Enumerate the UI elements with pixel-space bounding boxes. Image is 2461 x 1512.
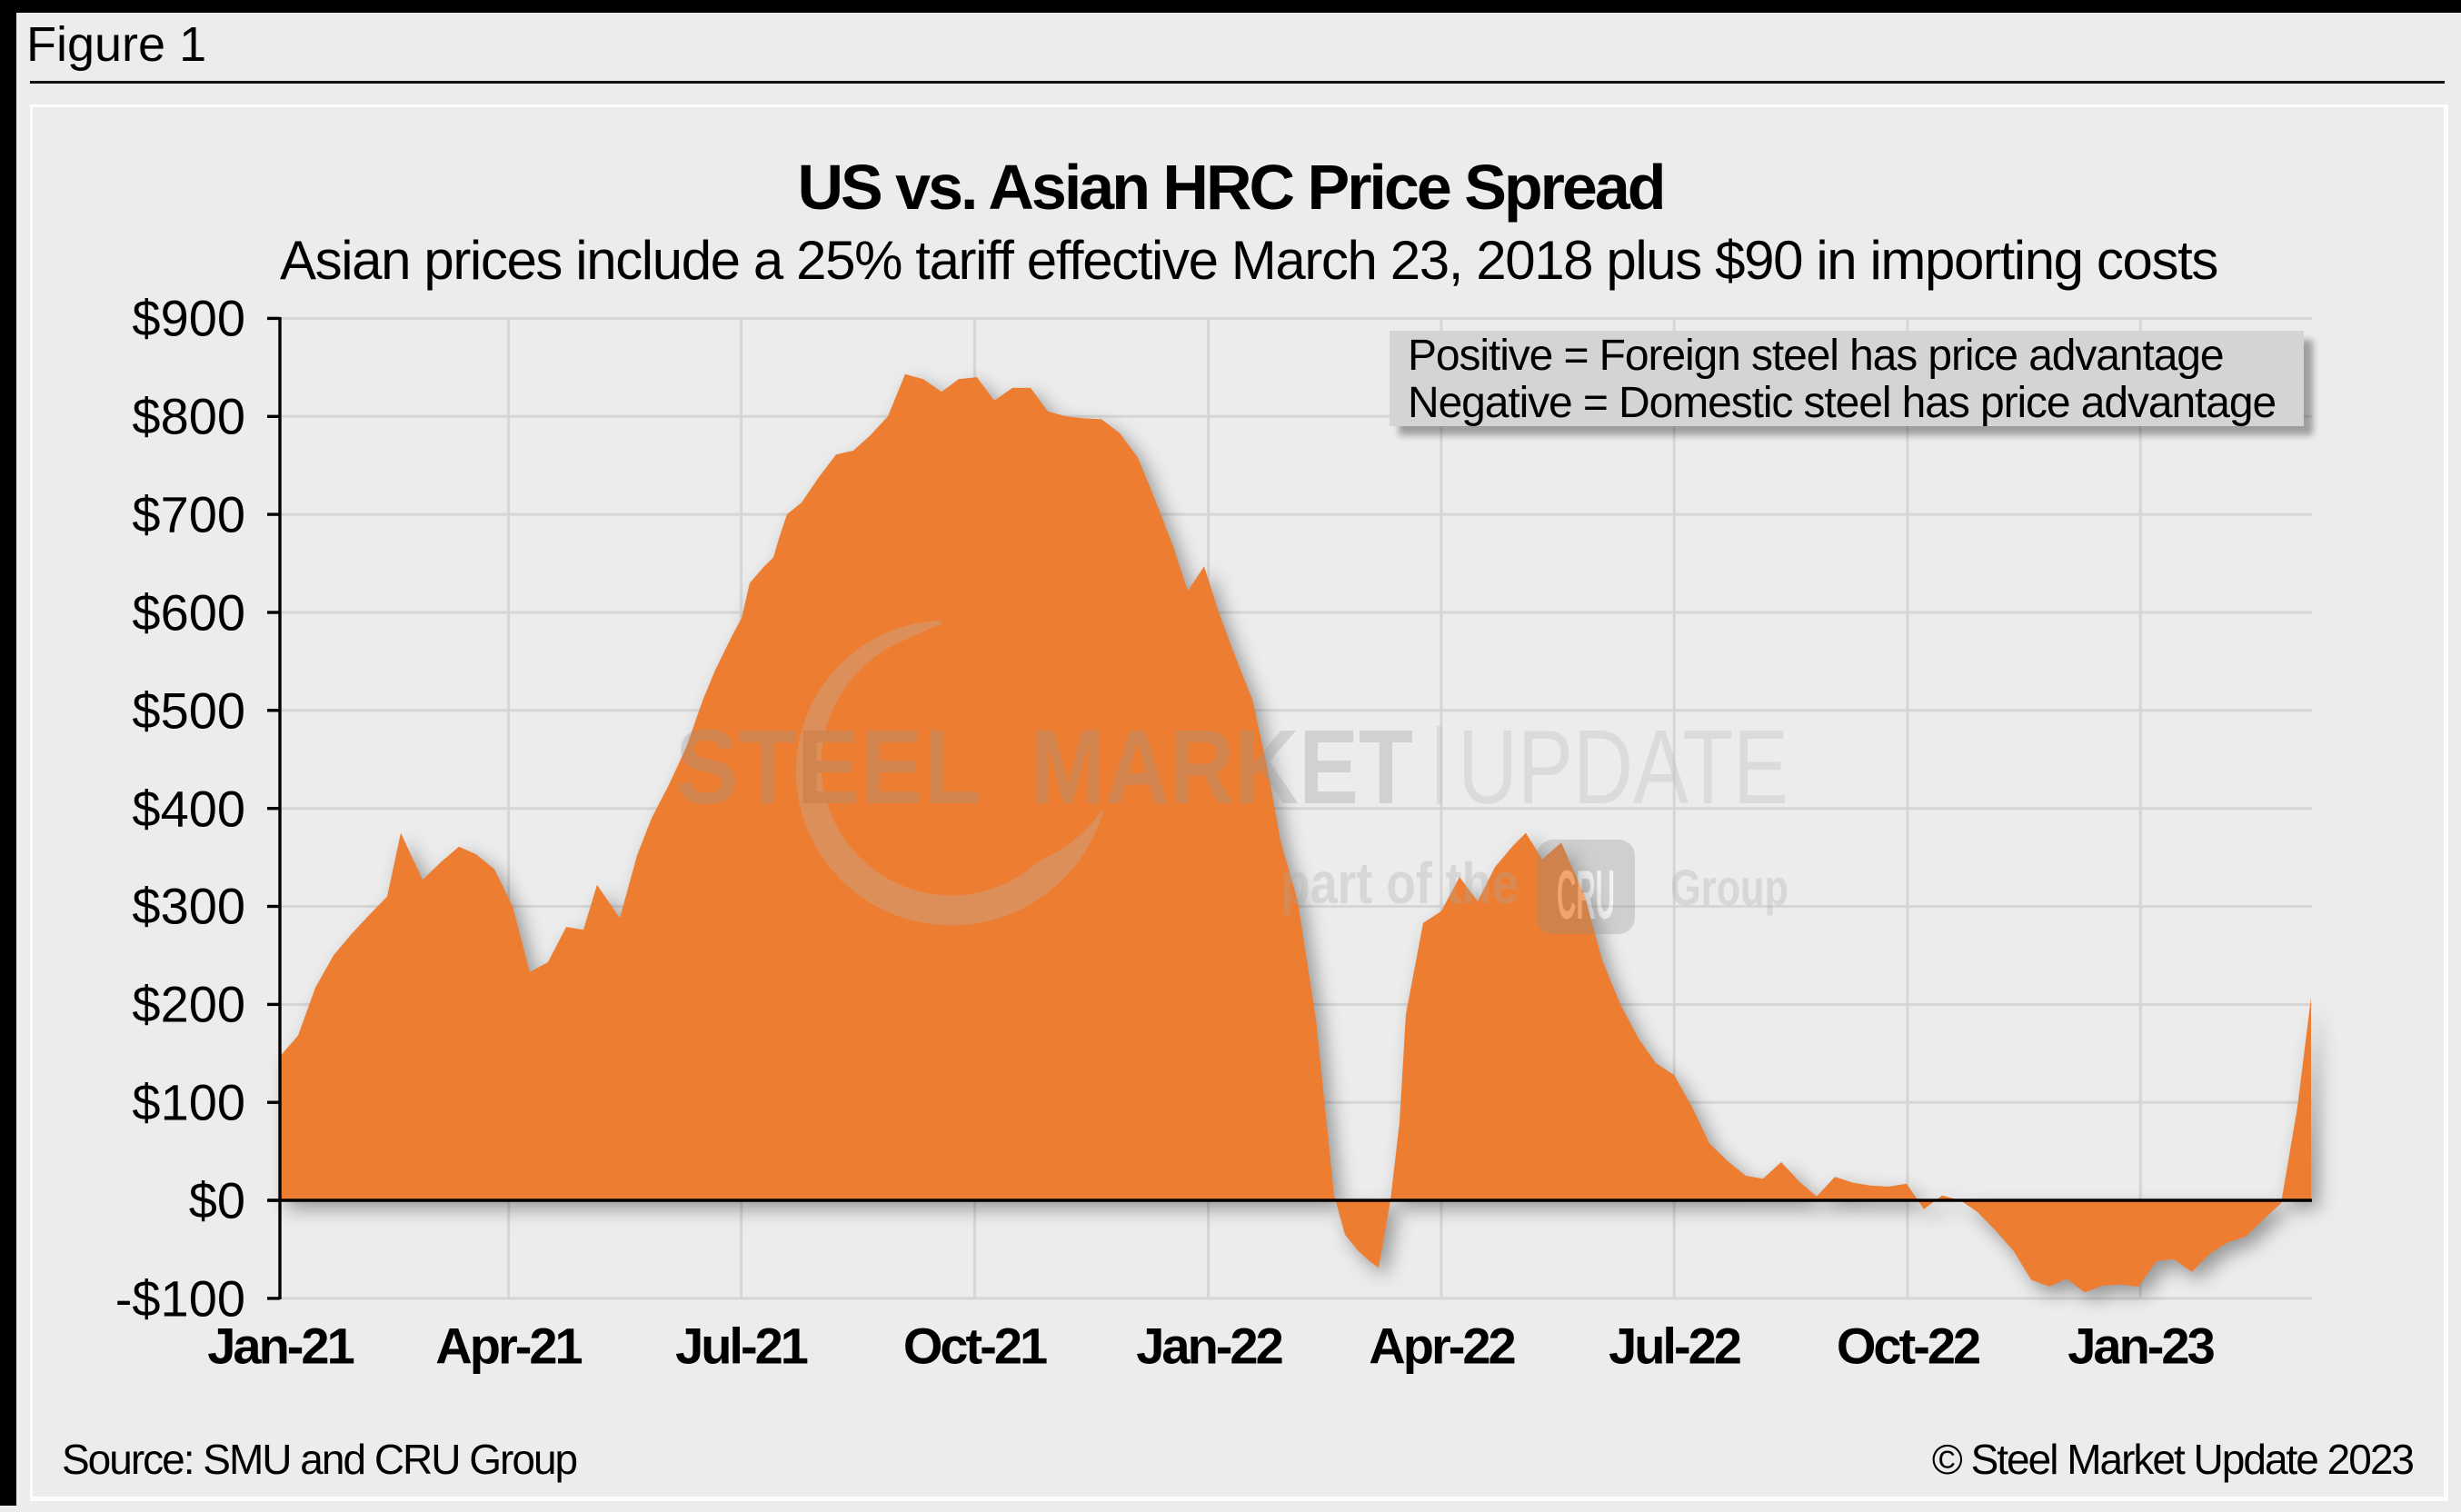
svg-text:part of the: part of the — [1280, 850, 1519, 916]
svg-text:MARKET: MARKET — [1031, 708, 1413, 826]
svg-text:Group: Group — [1670, 859, 1788, 916]
svg-text:STEEL: STEEL — [675, 708, 981, 826]
svg-text:UPDATE: UPDATE — [1458, 708, 1788, 826]
svg-text:CRU: CRU — [1557, 857, 1615, 934]
